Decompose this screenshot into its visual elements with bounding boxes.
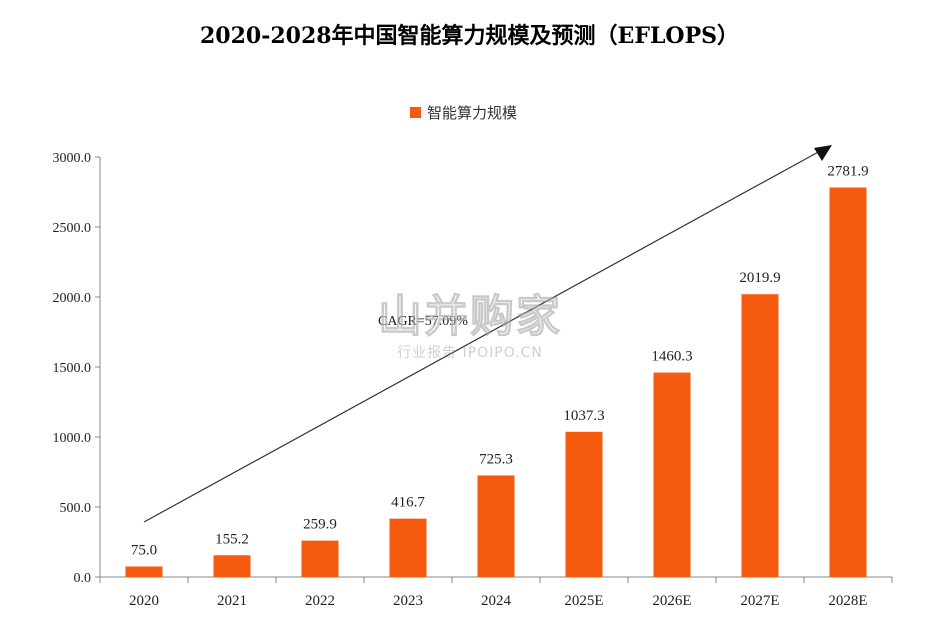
- x-tick-label: 2021: [217, 593, 247, 609]
- bar: [213, 555, 251, 577]
- data-label: 725.3: [479, 451, 513, 467]
- bar: [565, 431, 603, 577]
- y-tick-label: 1500.0: [53, 361, 92, 376]
- x-tick-label: 2020: [129, 593, 159, 609]
- cagr-arrow-head: [814, 145, 832, 161]
- x-tick-label: 2024: [481, 593, 512, 609]
- data-label: 1460.3: [651, 349, 692, 365]
- data-label: 2781.9: [827, 164, 868, 180]
- x-tick-label: 2025E: [564, 593, 603, 609]
- x-tick-label: 2026E: [652, 593, 691, 609]
- x-tick-label: 2022: [305, 593, 335, 609]
- bar: [741, 294, 779, 577]
- y-tick-label: 1000.0: [53, 431, 92, 446]
- y-tick-label: 3000.0: [53, 151, 92, 166]
- legend-swatch: [410, 107, 421, 118]
- cagr-arrow-line: [143, 149, 823, 523]
- data-label: 1037.3: [563, 408, 604, 424]
- data-label: 2019.9: [739, 270, 780, 286]
- bar: [389, 518, 427, 577]
- x-tick-label: 2023: [393, 593, 423, 609]
- cagr-annotation: CAGR=57.09%: [378, 314, 468, 329]
- bar: [125, 566, 163, 577]
- y-tick-label: 2500.0: [53, 221, 92, 236]
- legend-label: 智能算力规模: [427, 104, 518, 122]
- data-label: 259.9: [303, 517, 337, 533]
- data-label: 75.0: [131, 543, 157, 559]
- y-tick-label: 500.0: [60, 501, 92, 516]
- legend: 智能算力规模: [410, 102, 517, 123]
- x-tick-label: 2028E: [828, 593, 867, 609]
- bar: [301, 540, 339, 577]
- bar: [653, 372, 691, 577]
- bar: [477, 475, 515, 577]
- y-tick-label: 0.0: [74, 571, 92, 586]
- data-label: 416.7: [391, 495, 425, 511]
- chart-title: 2020-2028年中国智能算力规模及预测（EFLOPS）: [199, 23, 740, 49]
- y-tick-label: 2000.0: [53, 291, 92, 306]
- x-tick-label: 2027E: [740, 593, 779, 609]
- data-label: 155.2: [215, 531, 249, 547]
- bar: [829, 187, 867, 577]
